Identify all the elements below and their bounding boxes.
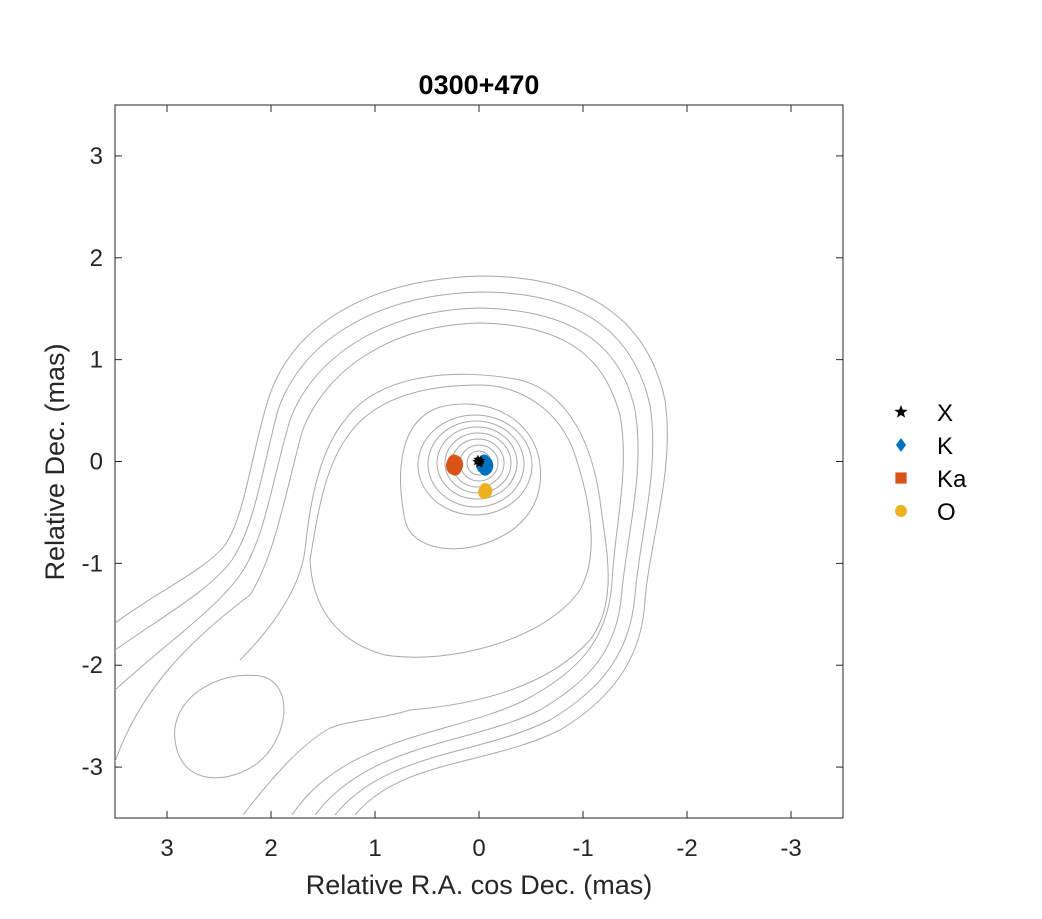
contour-level-7: [174, 674, 285, 779]
data-point-x: [475, 457, 485, 467]
contour-map: [115, 275, 668, 816]
data-markers: [446, 454, 494, 500]
x-axis: 3 2 1 0 -1 -2 -3: [160, 105, 802, 862]
contour-core-1: [400, 403, 542, 550]
chart-title: 0300+470: [419, 70, 540, 100]
y-axis-label: Relative Dec. (mas): [40, 343, 70, 580]
x-tick-label: -2: [676, 835, 697, 862]
legend-marker-o: [895, 505, 907, 517]
legend-marker-x: [894, 405, 908, 418]
data-point-x: [476, 455, 486, 465]
y-tick-label: 1: [90, 347, 103, 374]
legend-label-o: O: [937, 499, 956, 526]
y-axis: 3 2 1 0 -1 -2 -3: [82, 143, 843, 781]
contour-level-5: [239, 373, 609, 816]
y-tick-label: 2: [90, 245, 103, 272]
contour-core-2: [417, 414, 533, 516]
x-tick-label: 3: [160, 835, 173, 862]
x-tick-label: -1: [572, 835, 593, 862]
legend-marker-ka: [895, 472, 907, 484]
contour-level-6: [309, 384, 592, 658]
legend-marker-k: [895, 438, 907, 452]
data-point-ka: [449, 455, 464, 474]
contour-core-5: [444, 432, 512, 494]
legend-label-x: X: [937, 400, 953, 427]
y-tick-label: 0: [90, 449, 103, 476]
contour-level-2: [115, 291, 654, 816]
data-point-o: [480, 484, 493, 499]
legend: XK Ka O: [894, 400, 967, 526]
contour-core-4: [436, 426, 518, 500]
y-tick-label: -2: [82, 652, 103, 679]
contour-level-4: [115, 322, 624, 816]
legend-label-ka: Ka: [937, 466, 967, 493]
y-tick-label: 3: [90, 143, 103, 170]
x-axis-label: Relative R.A. cos Dec. (mas): [306, 870, 653, 900]
legend-label-k: K: [937, 433, 953, 460]
contour-level-3: [115, 307, 639, 816]
contour-level-1: [115, 275, 668, 816]
x-tick-label: 2: [264, 835, 277, 862]
y-tick-label: -1: [82, 550, 103, 577]
x-tick-label: -3: [780, 835, 801, 862]
y-tick-label: -3: [82, 754, 103, 781]
contour-core-3: [427, 420, 525, 508]
x-tick-label: 0: [472, 835, 485, 862]
data-point-x: [473, 454, 483, 464]
x-tick-label: 1: [368, 835, 381, 862]
